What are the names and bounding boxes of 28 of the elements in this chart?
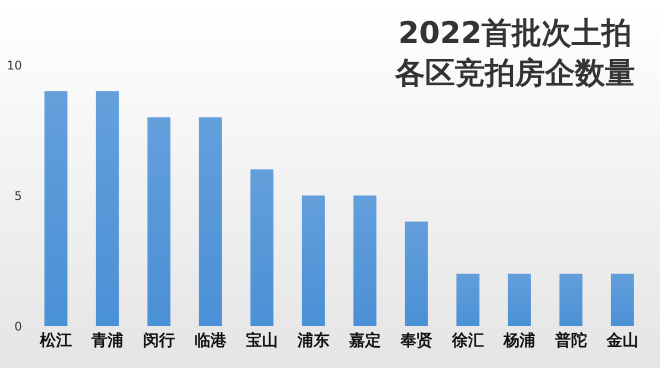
x-tick-label: 临港 (194, 330, 228, 350)
x-tick-label: 浦东 (296, 330, 330, 350)
x-tick-label: 奉贤 (399, 330, 432, 350)
bar (250, 169, 274, 326)
y-tick-label: 0 (14, 319, 22, 334)
x-tick-label: 宝山 (246, 330, 278, 350)
x-tick-label: 金山 (605, 330, 638, 350)
y-tick-label: 5 (14, 188, 22, 203)
bar (353, 196, 376, 326)
y-tick-label: 10 (6, 58, 22, 72)
bar (404, 222, 428, 326)
bar (147, 117, 170, 326)
bar (559, 274, 582, 326)
x-tick-label: 普陀 (554, 330, 587, 350)
x-tick-label: 闵行 (142, 330, 175, 350)
bar (508, 274, 531, 326)
bar (456, 274, 480, 326)
x-tick-label: 徐汇 (450, 330, 484, 350)
bar (96, 91, 119, 326)
chart-title: 2022首批次土拍各区竞拍房企数量 (394, 15, 636, 93)
x-tick-label: 嘉定 (348, 330, 381, 350)
x-tick-label: 杨浦 (502, 330, 536, 350)
bar (198, 117, 222, 326)
x-tick-label: 青浦 (90, 330, 124, 350)
x-tick-label: 松江 (38, 330, 72, 350)
bar (610, 274, 634, 326)
bar (44, 91, 68, 326)
bar (302, 196, 325, 326)
